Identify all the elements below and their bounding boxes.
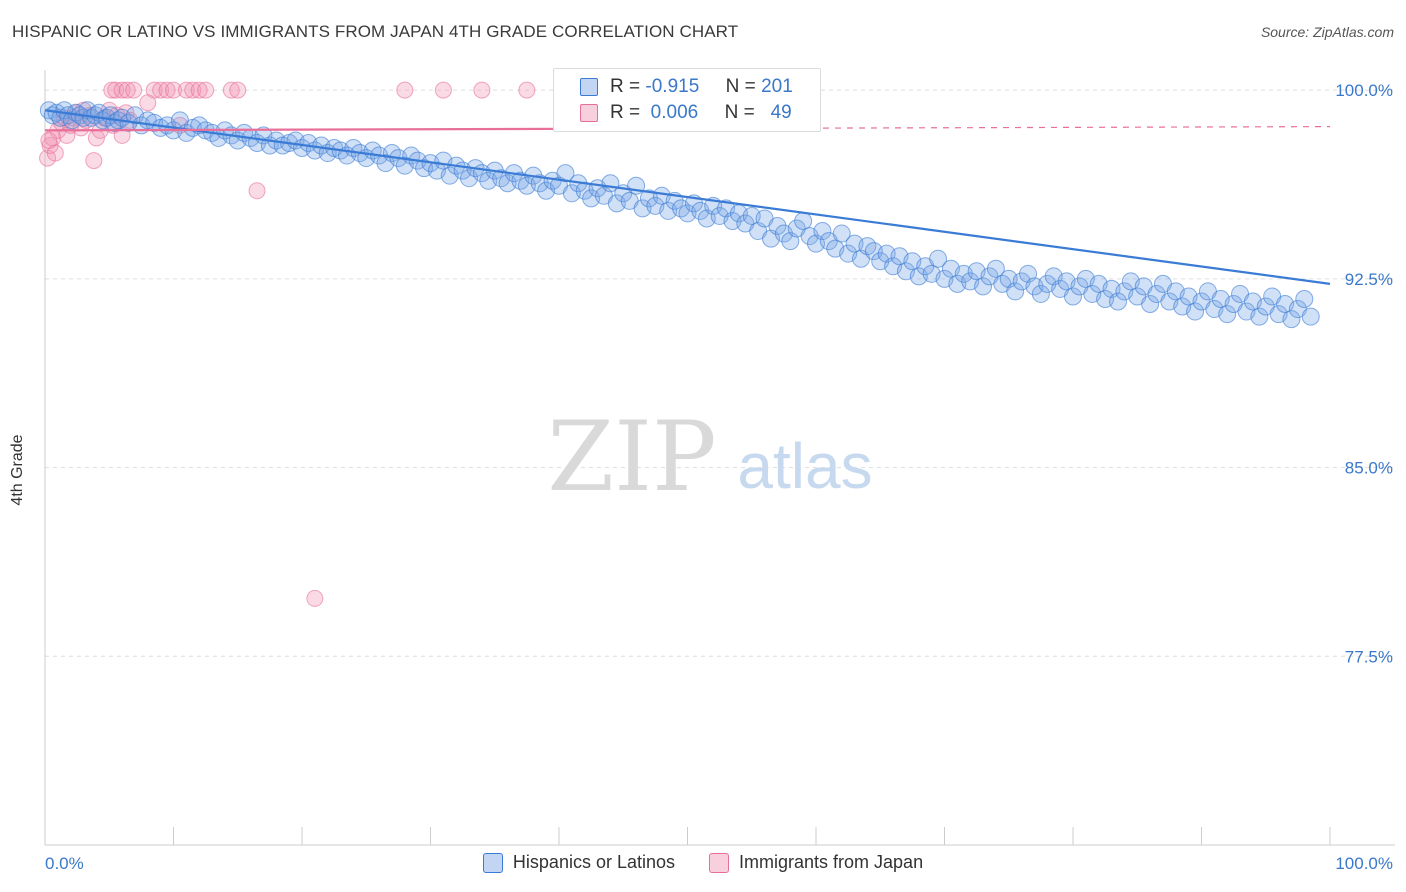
stats-swatch-pink (580, 104, 598, 122)
data-point-japan (152, 81, 170, 99)
data-point-japan (190, 81, 208, 99)
data-point-japan (306, 589, 324, 607)
axes (44, 70, 1395, 846)
data-point-japan (473, 81, 491, 99)
stats-box: R = -0.915 N = 201 R = 0.006 N = 49 (553, 68, 821, 132)
trend-lines (44, 109, 1331, 285)
n-value-blue: 201 (761, 76, 793, 97)
stats-swatch-blue (580, 78, 598, 96)
watermark: ZIP atlas (547, 401, 872, 513)
source-label: Source: ZipAtlas.com (1260, 24, 1394, 40)
chart-title: HISPANIC OR LATINO VS IMMIGRANTS FROM JA… (12, 22, 739, 41)
n-label: N = (724, 102, 755, 123)
legend-label-hispanics: Hispanics or Latinos (512, 852, 676, 872)
tick-labels: 100.0% 92.5% 85.0% 77.5% 0.0% 100.0% (45, 81, 1393, 873)
legend-swatch-pink (709, 852, 730, 873)
data-point-japan (165, 81, 182, 99)
data-point-japan (103, 81, 121, 99)
r-value-pink: 0.006 (650, 102, 699, 123)
data-point-japan (177, 81, 195, 99)
data-point-japan (113, 81, 131, 99)
data-point-hispanic (1218, 305, 1237, 324)
legend-item-japan[interactable]: Immigrants from Japan (709, 852, 923, 873)
data-point-hispanic (832, 224, 851, 243)
legend-swatch-blue (482, 852, 503, 873)
x-tick-label-max: 100.0% (1335, 854, 1393, 873)
data-point-japan (222, 81, 240, 99)
watermark-zip: ZIP (547, 401, 716, 513)
data-point-hispanic (1031, 284, 1050, 303)
data-point-hispanic (1301, 307, 1320, 326)
r-label: R = (610, 76, 641, 97)
trend-line-japan (44, 127, 560, 132)
data-point-hispanic (1064, 287, 1082, 306)
data-point-japan (184, 81, 202, 99)
data-point-japan (248, 182, 266, 200)
data-point-hispanic (1250, 307, 1269, 326)
watermark-atlas: atlas (737, 430, 872, 502)
data-point-hispanic (1282, 310, 1301, 329)
data-point-hispanic (1295, 289, 1314, 308)
data-point-japan (434, 81, 452, 99)
y-tick-label: 85.0% (1345, 459, 1393, 478)
n-value-pink: 49 (770, 102, 792, 123)
data-point-hispanic (929, 249, 948, 268)
data-point-japan (197, 81, 215, 99)
data-point-japan (85, 152, 103, 170)
data-point-japan (125, 81, 143, 99)
y-tick-label: 100.0% (1335, 81, 1393, 100)
data-point-hispanic (986, 259, 1005, 278)
trend-line-hispanics (44, 109, 1331, 285)
data-point-hispanic (768, 217, 787, 236)
r-value-blue: -0.915 (645, 76, 700, 97)
data-point-hispanic (1186, 302, 1205, 321)
data-point-hispanic (813, 222, 832, 241)
legend-item-hispanics[interactable]: Hispanics or Latinos (482, 852, 676, 873)
x-tick-label-min: 0.0% (45, 854, 84, 873)
legend-label-japan: Immigrants from Japan (739, 852, 924, 872)
data-point-japan (158, 81, 176, 99)
trend-line-japan-extension (558, 126, 1331, 130)
data-point-japan (518, 81, 536, 99)
data-point-japan (396, 81, 414, 99)
data-point-japan (107, 81, 125, 99)
data-point-japan (229, 81, 247, 99)
data-point-hispanic (1006, 282, 1025, 301)
data-point-hispanic (794, 211, 813, 230)
data-point-hispanic (1141, 295, 1160, 314)
legend: Hispanics or Latinos Immigrants from Jap… (0, 852, 1406, 873)
y-tick-label: 77.5% (1345, 647, 1393, 666)
data-point-japan (118, 81, 136, 99)
data-point-japan (40, 131, 58, 149)
data-point-hispanic (974, 277, 993, 296)
r-label: R = (610, 102, 641, 123)
data-point-japan (139, 94, 157, 112)
data-point-hispanic (1108, 292, 1127, 311)
y-tick-label: 92.5% (1345, 270, 1393, 289)
grid-lines (45, 89, 1395, 657)
series-hispanics-or-latinos (39, 101, 1320, 329)
n-label: N = (725, 76, 756, 97)
